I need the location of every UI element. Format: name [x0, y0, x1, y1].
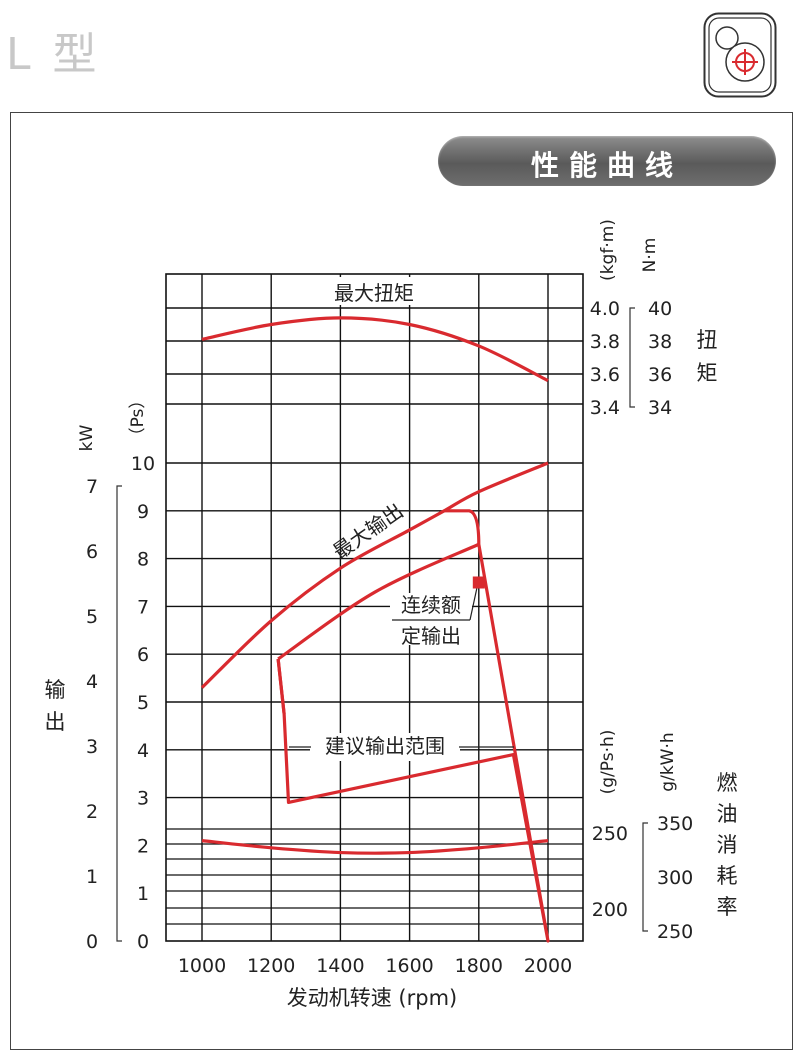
output-ps-tick: 5	[137, 692, 149, 714]
fuel-unit-gps: (g/Ps·h)	[598, 730, 618, 795]
x-tick-label: 1800	[455, 955, 503, 977]
torque-nm-tick: 40	[648, 298, 672, 320]
fuel-axis-label: 消	[717, 833, 738, 857]
range-label: 建议输出范围	[325, 734, 445, 758]
output-kw-tick: 2	[86, 801, 98, 823]
fuel-bracket	[642, 822, 648, 932]
fuel-axis-label: 燃	[717, 771, 738, 795]
rated-leader-line	[469, 588, 478, 621]
x-tick-label: 1600	[385, 955, 433, 977]
torque-axis-label: 扭	[697, 328, 718, 352]
fuel-gps-tick: 250	[592, 823, 628, 845]
rated-output-marker	[472, 576, 485, 589]
torque-nm-tick: 34	[648, 397, 672, 419]
output-kw-tick: 4	[86, 671, 98, 693]
label-bg	[310, 733, 460, 761]
label-bg	[318, 277, 428, 305]
rated-label-line2: 定输出	[401, 624, 461, 648]
torque-unit-nm: N·m	[640, 238, 660, 273]
fuel-gkw-tick: 300	[657, 867, 693, 889]
output-unit-ps: （Ps）	[128, 392, 148, 445]
torque-kgf-tick: 4.0	[590, 298, 620, 320]
chart-curves	[200, 316, 550, 943]
output-kw-tick: 0	[86, 931, 98, 953]
torque-nm-tick: 36	[648, 364, 672, 386]
torque-bracket	[629, 307, 635, 408]
output-ps-tick: 7	[137, 596, 149, 618]
output-axis-label: 输	[45, 678, 66, 702]
output-kw-tick: 1	[86, 866, 98, 888]
output-kw-tick: 7	[86, 476, 98, 498]
fuel-gkw-tick: 350	[657, 813, 693, 835]
x-tick-label: 2000	[524, 955, 572, 977]
output-ps-tick: 1	[137, 883, 149, 905]
x-axis-label: 发动机转速 (rpm)	[287, 986, 457, 1010]
operating-range-outline	[276, 509, 550, 943]
label-bg	[390, 593, 472, 645]
series-line-torque_kgf	[201, 316, 549, 383]
x-tick-label: 1400	[316, 955, 364, 977]
output-ps-tick: 9	[137, 501, 149, 523]
logo-emblem-icon	[703, 12, 777, 98]
output-ps-tick: 8	[137, 549, 149, 571]
fuel-axis-label: 油	[717, 802, 738, 826]
chart-panel	[10, 112, 793, 1050]
section-banner: 性能曲线	[438, 136, 776, 186]
plot-frame	[165, 273, 584, 942]
series-line-fuel	[201, 839, 549, 855]
banner-title: 性能曲线	[530, 149, 683, 182]
torque-kgf-tick: 3.6	[590, 364, 620, 386]
output-kw-tick: 5	[86, 606, 98, 628]
torque-kgf-tick: 3.4	[590, 397, 620, 419]
fuel-axis-label: 耗	[717, 864, 738, 888]
fuel-gkw-tick: 250	[657, 921, 693, 943]
torque-nm-tick: 38	[648, 331, 672, 353]
fuel-gps-tick: 200	[592, 899, 628, 921]
operating-range-left	[276, 658, 286, 715]
fuel-unit-gkw: g/kW·h	[658, 732, 678, 791]
output-kw-tick: 6	[86, 541, 98, 563]
page-title: L 型	[6, 29, 101, 80]
output-ps-tick: 0	[137, 931, 149, 953]
operating-range-upper	[277, 542, 480, 661]
x-tick-label: 1000	[178, 955, 226, 977]
fuel-axis-label: 率	[717, 895, 738, 919]
output-ps-tick: 3	[137, 788, 149, 810]
output-bracket	[116, 485, 122, 942]
x-tick-label: 1200	[247, 955, 295, 977]
rated-label-line1: 连续额	[401, 593, 461, 617]
series-label-torque: 最大扭矩	[334, 281, 414, 305]
torque-axis-label: 矩	[697, 361, 718, 385]
output-axis-label: 出	[45, 710, 66, 734]
chart-grid	[165, 273, 584, 942]
torque-unit-kgf: (kgf·m)	[598, 219, 618, 281]
output-ps-tick: 6	[137, 644, 149, 666]
series-line-output_ps	[200, 461, 549, 689]
output-ps-tick: 4	[137, 740, 149, 762]
output-unit-kw: kW	[77, 424, 97, 451]
torque-kgf-tick: 3.8	[590, 331, 620, 353]
output-ps-tick: 10	[131, 453, 155, 475]
output-kw-tick: 3	[86, 736, 98, 758]
output-ps-tick: 2	[137, 835, 149, 857]
